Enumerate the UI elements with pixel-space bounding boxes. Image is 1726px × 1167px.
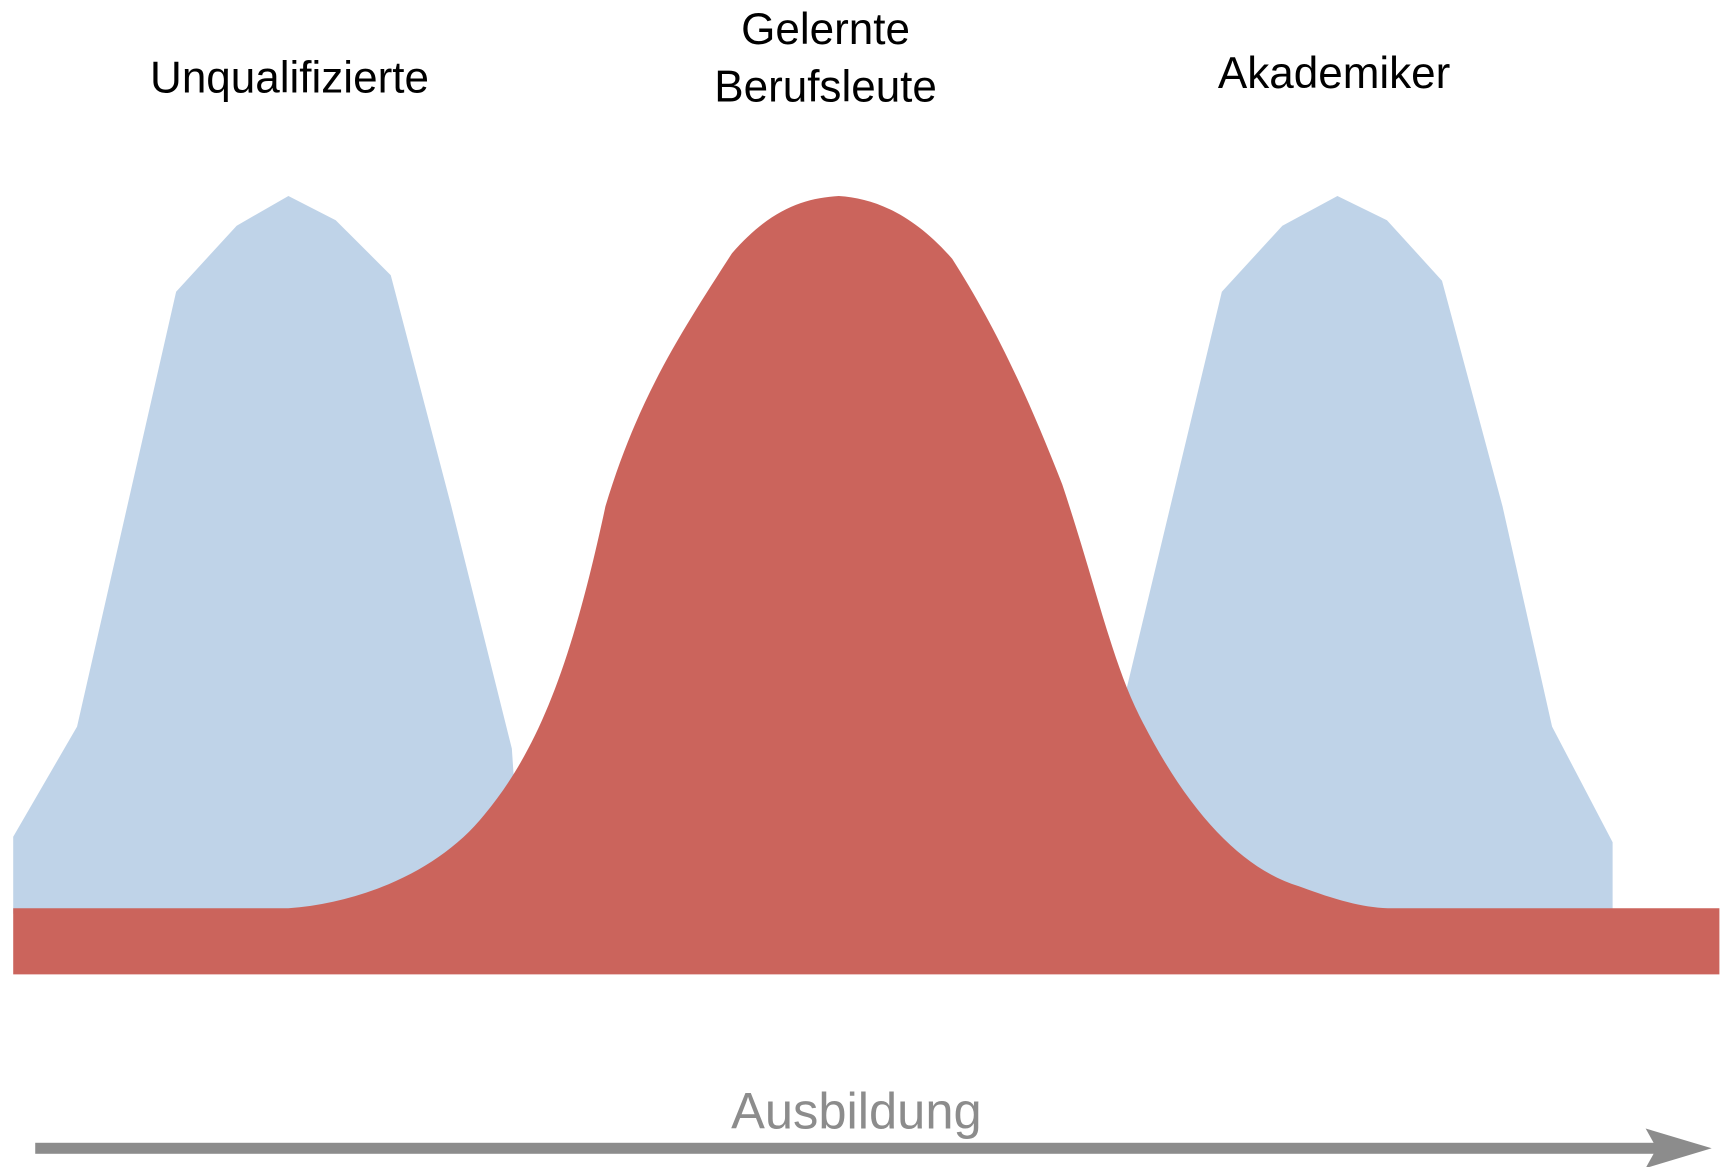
group-label: Akademiker: [1218, 49, 1450, 98]
axis-line: [35, 1142, 1663, 1154]
axis-arrowhead: [1645, 1128, 1712, 1167]
axis-arrow: [35, 1128, 1712, 1167]
group-label: Unqualifizierte: [150, 53, 429, 102]
distribution-skilled: [13, 195, 1720, 975]
distribution-unqualified: [13, 195, 523, 914]
axis-label: Ausbildung: [731, 1082, 981, 1139]
group-label: Gelernte: [741, 5, 910, 54]
group-label: Berufsleute: [714, 62, 937, 111]
distribution-academic: [1111, 195, 1613, 914]
